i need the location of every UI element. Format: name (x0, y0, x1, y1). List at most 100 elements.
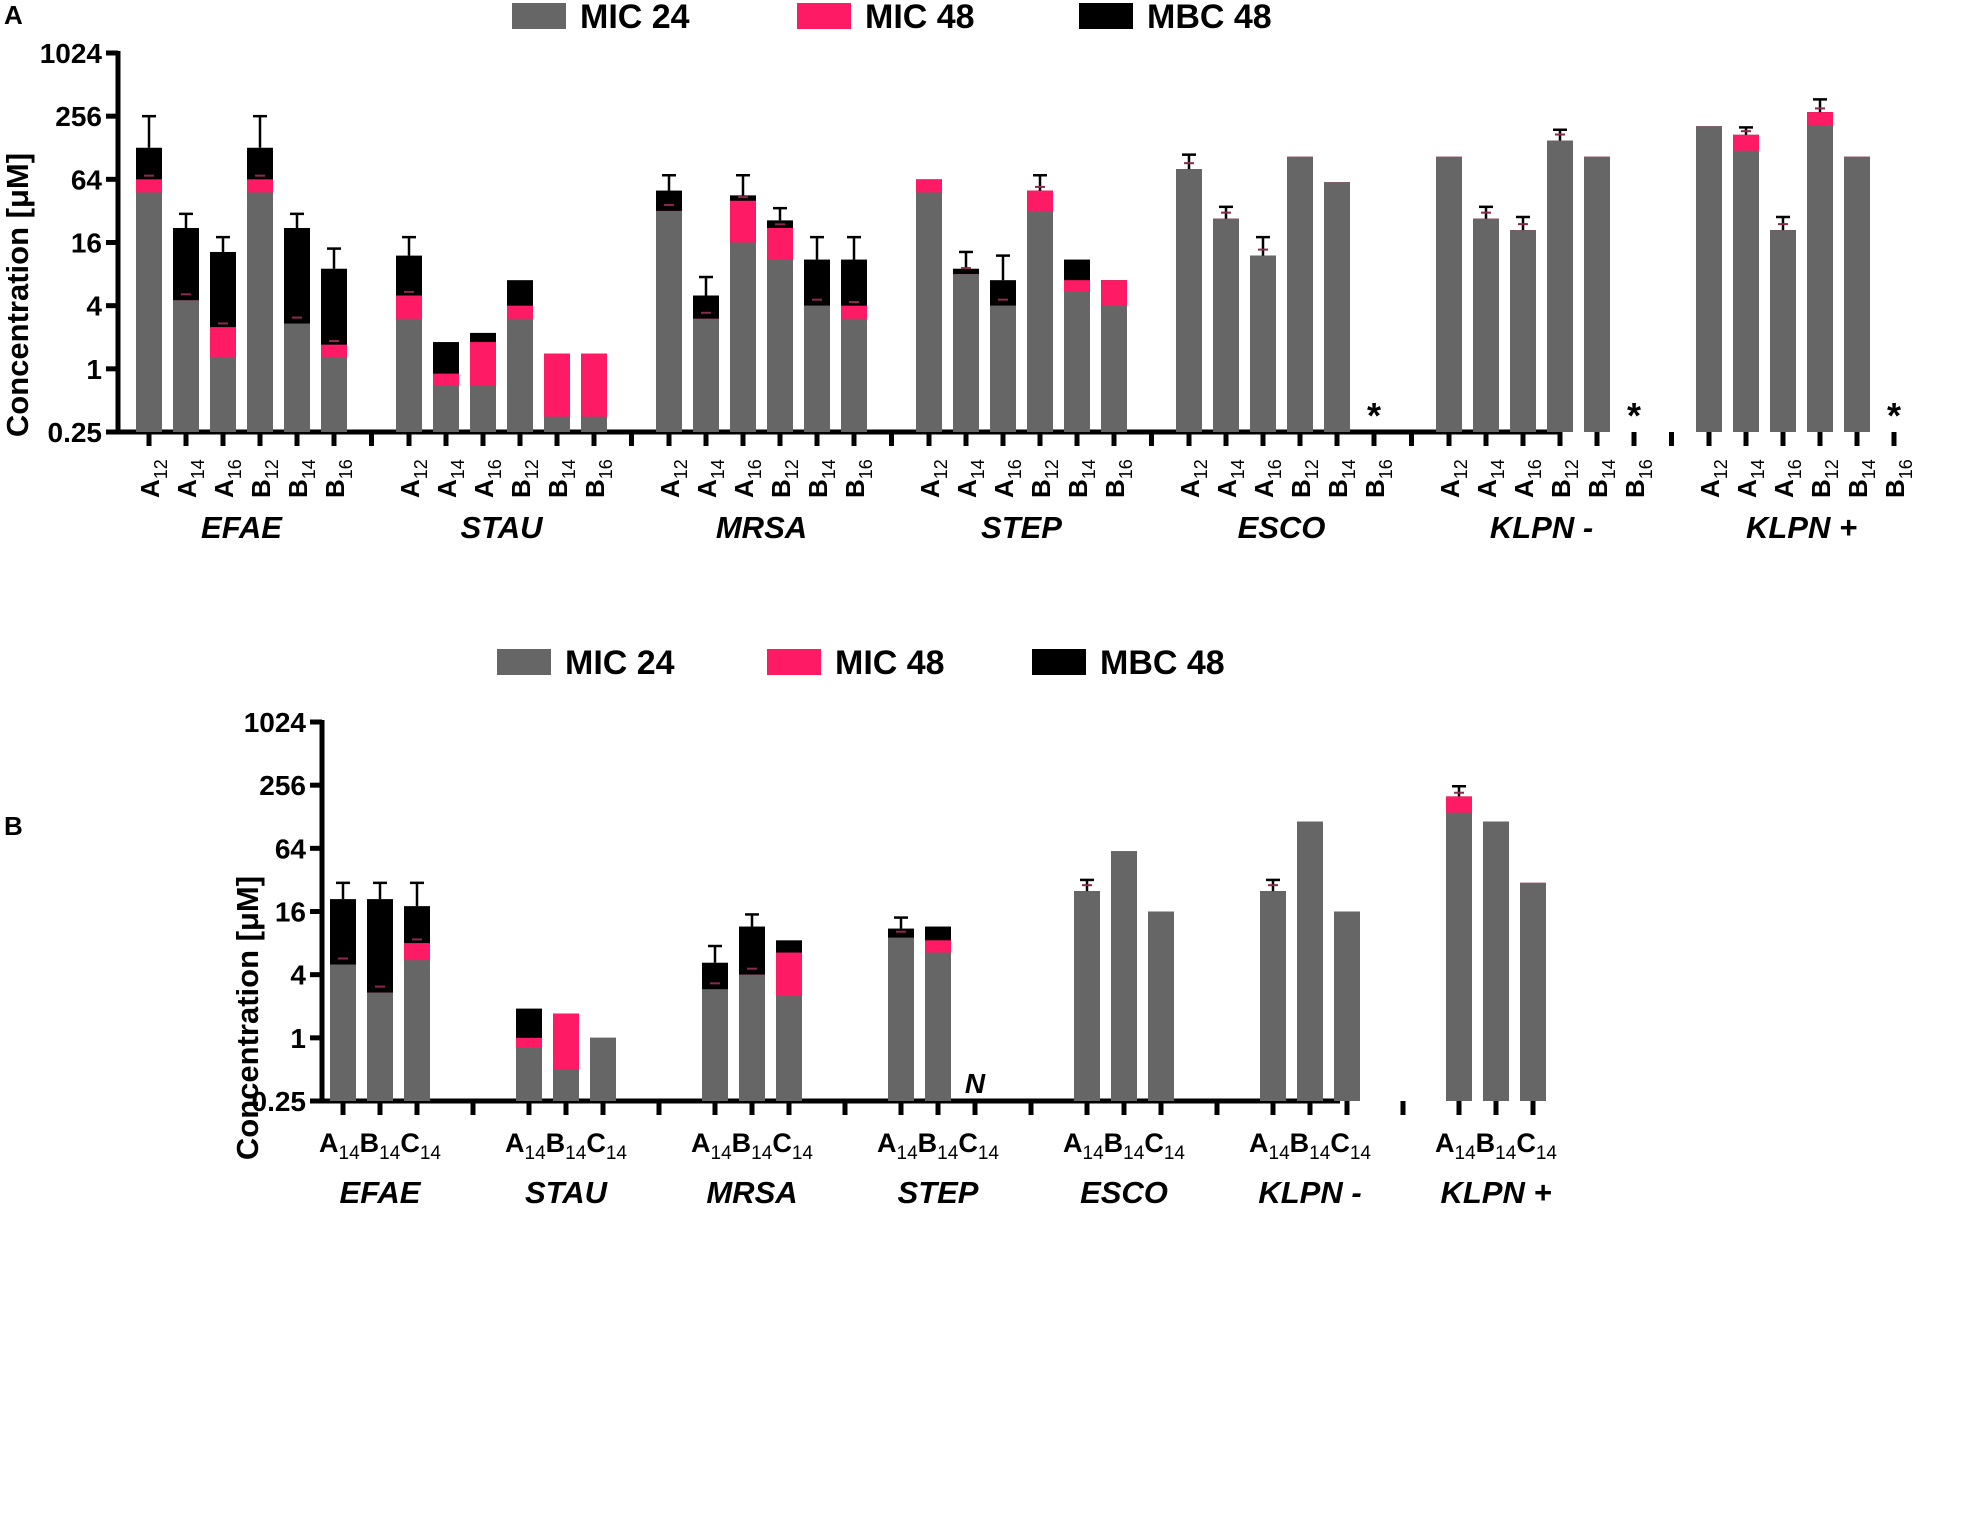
x-label-0-4: B14 (283, 459, 319, 498)
x-label-subscript: 12 (1822, 459, 1842, 479)
x-label-letter: A (172, 479, 202, 498)
x-label-5-3: B12 (1546, 459, 1582, 498)
group-label-2: MRSA (716, 510, 807, 545)
group-label-1: STAU (460, 510, 544, 545)
x-label-letter: C (1144, 1128, 1164, 1158)
x-label-subscript: 12 (1711, 459, 1731, 479)
x-label-subscript: 12 (671, 459, 691, 479)
bar-mic24-1-3 (507, 318, 533, 432)
legend-swatch-2 (1079, 3, 1133, 29)
x-label-subscript: 12 (931, 459, 951, 479)
bar-mic24-0-3 (247, 192, 273, 432)
marker-3-2: N (965, 1068, 986, 1099)
x-label-subscript: 16 (1636, 459, 1656, 479)
x-label-letter: A (877, 1128, 897, 1158)
x-label-subscript: 14 (188, 459, 208, 479)
legend-swatch-1 (767, 649, 821, 675)
x-label-2-3: B12 (766, 459, 802, 498)
x-label-4-5: B16 (1360, 459, 1396, 498)
x-label-letter: A (432, 479, 462, 498)
legend-swatch-0 (512, 3, 566, 29)
x-label-5-0: A12 (1435, 459, 1471, 498)
x-label-subscript: 14 (1536, 1143, 1558, 1164)
x-label-subscript: 16 (1525, 459, 1545, 479)
legend-swatch-2 (1032, 649, 1086, 675)
y-tick-label-2: 4 (86, 291, 102, 322)
x-label-subscript: 12 (1451, 459, 1471, 479)
x-label-letter: B (506, 479, 536, 498)
bar-mic24-3-3 (1027, 210, 1053, 432)
x-label-1-0: A12 (395, 459, 431, 498)
bar-mic24-2-2 (730, 242, 756, 432)
x-label-letter: A (692, 479, 722, 498)
bar-mic24-1-1 (553, 1069, 579, 1101)
x-label-subscript: 14 (1599, 459, 1619, 479)
x-label-letter: A (655, 479, 685, 498)
x-label-5-2: A16 (1509, 459, 1545, 498)
y-tick-label-5: 256 (259, 770, 306, 801)
x-label-letter: A (1509, 479, 1539, 498)
x-label-subscript: 14 (379, 1143, 401, 1164)
group-label-4: ESCO (1080, 1175, 1168, 1210)
legend-b: MIC 24 MIC 48 MBC 48 (497, 644, 1225, 682)
bar-mic24-1-0 (396, 318, 422, 432)
bar-mic24-6-1 (1733, 150, 1759, 432)
bar-mic24-6-4 (1844, 156, 1870, 432)
x-label-subscript: 14 (1269, 1143, 1291, 1164)
x-label-letter: B (1620, 479, 1650, 498)
bar-mic24-3-1 (953, 274, 979, 432)
x-label-0-0: A12 (135, 459, 171, 498)
x-label-subscript: 12 (1191, 459, 1211, 479)
x-label-letter: B (1880, 479, 1910, 498)
bar-mic24-0-4 (284, 323, 310, 432)
x-label-subscript: 14 (1859, 459, 1879, 479)
x-label-letter: C (1516, 1128, 1536, 1158)
x-label-2-5: B16 (840, 459, 876, 498)
x-label-5-4: B14 (1583, 459, 1619, 498)
x-label-subscript: 12 (411, 459, 431, 479)
x-label-letter: C (400, 1128, 420, 1158)
bar-mic24-0-0 (330, 964, 356, 1101)
x-label-3-3: B12 (1026, 459, 1062, 498)
x-label-subscript: 16 (745, 459, 765, 479)
x-label-subscript: 16 (485, 459, 505, 479)
x-label-2-4: B14 (803, 459, 839, 498)
x-label-4-4: B14 (1323, 459, 1359, 498)
bar-mic24-6-3 (1807, 125, 1833, 432)
x-label-letter: A (729, 479, 759, 498)
bar-mic24-1-0 (516, 1048, 542, 1101)
x-label-letter: A (1249, 479, 1279, 498)
x-label-subscript: 14 (937, 1143, 959, 1164)
x-label-subscript: 14 (897, 1143, 919, 1164)
x-label-letter: B (320, 479, 350, 498)
x-label-subscript: 16 (1896, 459, 1916, 479)
x-label-subscript: 14 (968, 459, 988, 479)
x-label-letter: B (732, 1128, 752, 1158)
x-label-2-1: A14 (692, 459, 728, 498)
x-label-letter: C (586, 1128, 606, 1158)
x-label-subscript: 16 (596, 459, 616, 479)
bar-mic24-2-0 (656, 210, 682, 432)
x-label-subscript: 16 (1005, 459, 1025, 479)
x-label-subscript: 12 (1042, 459, 1062, 479)
bar-mic24-5-0 (1260, 891, 1286, 1101)
bar-mic24-5-2 (1510, 230, 1536, 432)
x-label-subscript: 14 (565, 1143, 587, 1164)
bar-mic24-2-3 (767, 259, 793, 432)
x-label-letter: B (803, 479, 833, 498)
x-label-letter: A (135, 479, 165, 498)
x-label-letter: B (766, 479, 796, 498)
x-label-1-1: A14 (432, 459, 468, 498)
x-label-letter: B (1323, 479, 1353, 498)
group-label-5: KLPN - (1490, 510, 1593, 545)
group-label-4: ESCO (1238, 510, 1326, 545)
x-label-subscript: 12 (262, 459, 282, 479)
x-label-subscript: 14 (708, 459, 728, 479)
x-label-letter: B (543, 479, 573, 498)
bar-mic24-4-1 (1213, 218, 1239, 432)
bar-mic24-2-1 (693, 318, 719, 432)
x-label-letter: B (1583, 479, 1613, 498)
x-label-3-1: A14 (952, 459, 988, 498)
x-label-letter: A (952, 479, 982, 498)
